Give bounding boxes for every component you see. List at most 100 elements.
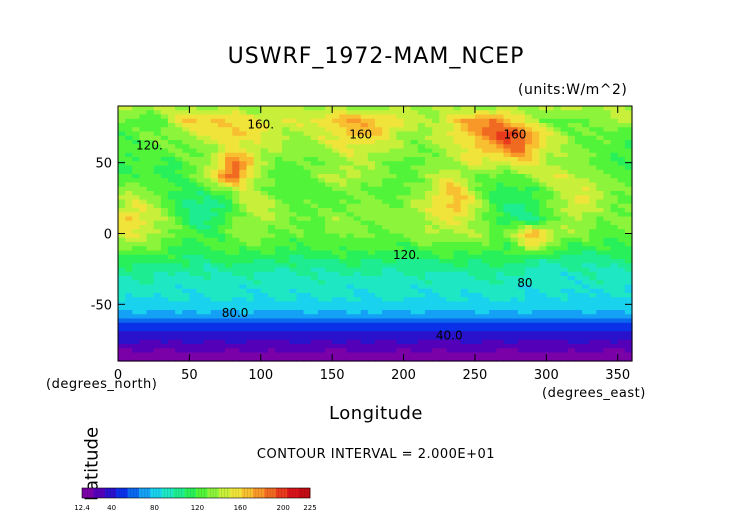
heatmap-cell (182, 220, 190, 226)
heatmap-cell (596, 148, 605, 154)
heatmap-cell (225, 254, 233, 260)
heatmap-cell (232, 259, 240, 264)
heatmap-cell (517, 123, 526, 128)
heatmap-cell (574, 284, 583, 290)
heatmap-cell (253, 148, 262, 154)
heatmap-cell (524, 331, 533, 337)
heatmap-cell (439, 322, 447, 328)
heatmap-cell (167, 267, 176, 273)
heatmap-cell (332, 297, 340, 303)
heatmap-cell (432, 259, 440, 264)
heatmap-cell (546, 267, 555, 273)
heatmap-cell (589, 237, 597, 243)
heatmap-cell (539, 178, 547, 184)
heatmap-cell (325, 284, 333, 290)
heatmap-cell (153, 203, 162, 209)
heatmap-cell (167, 161, 176, 167)
heatmap-cell (582, 327, 590, 332)
heatmap-cell (310, 157, 319, 162)
heatmap-cell (517, 305, 526, 311)
heatmap-cell (446, 165, 455, 171)
heatmap-cell (382, 114, 390, 120)
heatmap-cell (582, 110, 590, 116)
heatmap-cell (210, 225, 219, 230)
heatmap-cell (410, 152, 419, 158)
heatmap-cell (239, 148, 248, 154)
heatmap-cell (303, 191, 312, 196)
heatmap-cell (546, 157, 555, 162)
heatmap-cell (553, 233, 562, 239)
heatmap-cell (375, 288, 383, 294)
heatmap-cell (532, 254, 540, 260)
heatmap-cell (332, 344, 340, 349)
heatmap-cell (496, 254, 505, 260)
heatmap-cell (296, 118, 305, 124)
heatmap-cell (210, 254, 219, 260)
heatmap-cell (496, 242, 505, 247)
heatmap-cell (546, 123, 555, 128)
heatmap-cell (396, 339, 405, 345)
heatmap-cell (460, 276, 469, 281)
colorbar-swatch (104, 488, 117, 498)
heatmap-cell (339, 140, 348, 145)
heatmap-cell (553, 212, 562, 218)
heatmap-cell (125, 174, 133, 179)
heatmap-cell (196, 174, 205, 179)
heatmap-cell (603, 182, 612, 188)
heatmap-cell (424, 288, 433, 294)
heatmap-cell (153, 110, 162, 116)
heatmap-cell (203, 212, 212, 218)
heatmap-cell (325, 135, 333, 141)
heatmap-cell (546, 191, 555, 196)
heatmap-cell (332, 254, 340, 260)
heatmap-cell (260, 140, 269, 145)
heatmap-cell (203, 242, 212, 247)
heatmap-cell (389, 314, 398, 320)
heatmap-cell (232, 199, 240, 205)
heatmap-cell (346, 250, 355, 256)
heatmap-cell (403, 280, 412, 286)
heatmap-cell (353, 297, 362, 303)
heatmap-cell (524, 152, 533, 158)
heatmap-cell (260, 195, 269, 201)
heatmap-cell (610, 254, 619, 260)
heatmap-cell (239, 344, 248, 349)
heatmap-cell (567, 152, 576, 158)
heatmap-cell (453, 220, 462, 226)
heatmap-cell (424, 174, 433, 179)
heatmap-cell (446, 140, 455, 145)
heatmap-cell (389, 148, 398, 154)
heatmap-cell (260, 284, 269, 290)
heatmap-cell (253, 293, 262, 298)
heatmap-cell (539, 267, 547, 273)
heatmap-cell (539, 314, 547, 320)
heatmap-cell (253, 280, 262, 286)
heatmap-cell (517, 284, 526, 290)
heatmap-cell (539, 288, 547, 294)
heatmap-cell (146, 208, 155, 213)
heatmap-cell (524, 318, 533, 324)
heatmap-cell (260, 331, 269, 337)
heatmap-cell (325, 216, 333, 222)
heatmap-cell (489, 203, 497, 209)
heatmap-cell (132, 297, 141, 303)
heatmap-cell (560, 339, 569, 345)
heatmap-cell (282, 229, 290, 235)
heatmap-cell (532, 271, 540, 277)
heatmap-cell (403, 199, 412, 205)
heatmap-cell (403, 288, 412, 294)
heatmap-cell (232, 310, 240, 315)
heatmap-cell (532, 318, 540, 324)
heatmap-cell (432, 297, 440, 303)
heatmap-cell (289, 178, 298, 184)
heatmap-cell (310, 288, 319, 294)
heatmap-cell (175, 127, 183, 133)
heatmap-cell (339, 114, 348, 120)
heatmap-cell (560, 233, 569, 239)
heatmap-cell (253, 348, 262, 354)
heatmap-cell (132, 140, 141, 145)
heatmap-cell (153, 318, 162, 324)
heatmap-cell (410, 263, 419, 269)
heatmap-cell (217, 110, 226, 116)
heatmap-cell (217, 254, 226, 260)
